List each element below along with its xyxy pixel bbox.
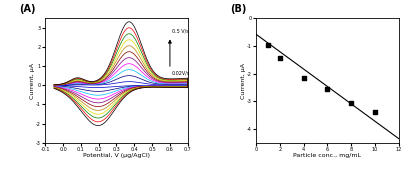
Point <box>300 76 307 79</box>
Text: 0.5 V/s: 0.5 V/s <box>172 29 189 34</box>
Y-axis label: Current, μA: Current, μA <box>30 63 35 98</box>
Point <box>265 43 271 46</box>
Point <box>277 57 283 60</box>
Point <box>324 87 331 90</box>
X-axis label: Particle conc., mg/mL: Particle conc., mg/mL <box>293 153 361 158</box>
Point <box>348 101 354 104</box>
X-axis label: Potential, V (μg/AgCl): Potential, V (μg/AgCl) <box>83 153 150 158</box>
Text: (B): (B) <box>231 4 247 14</box>
Text: (A): (A) <box>20 4 36 14</box>
Y-axis label: Current, μA: Current, μA <box>241 63 246 98</box>
Point <box>372 111 378 114</box>
Text: 0.02V/s: 0.02V/s <box>172 71 190 76</box>
